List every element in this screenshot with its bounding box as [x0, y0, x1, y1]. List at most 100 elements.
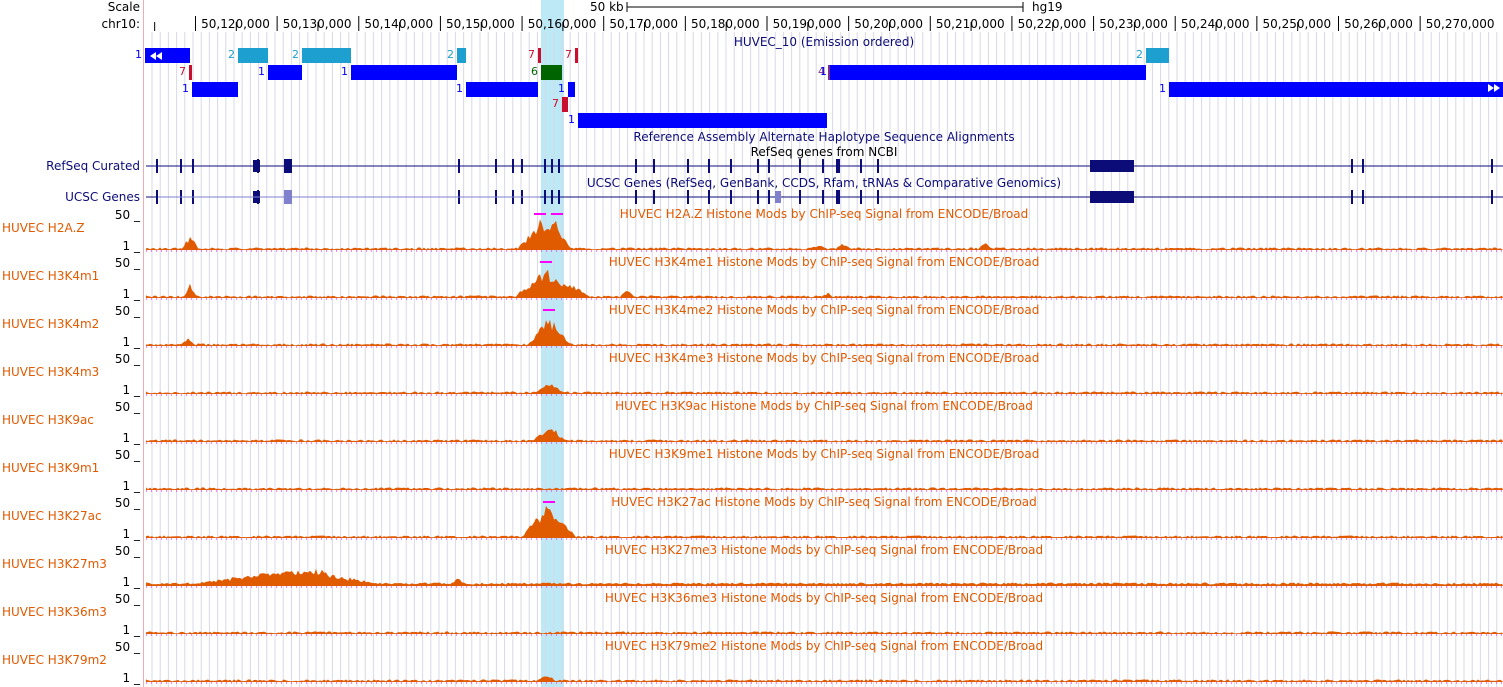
signal-track-title: HUVEC H3K27ac Histone Mods by ChIP-seq S…: [611, 495, 1037, 509]
signal-track-title: HUVEC H3K4me2 Histone Mods by ChIP-seq S…: [608, 303, 1040, 317]
signal-track-label[interactable]: HUVEC H3K36m3: [2, 605, 107, 619]
signal-track-max: 50 _: [114, 592, 140, 606]
signal-track-min: 1 _: [122, 383, 140, 397]
signal-track-label[interactable]: HUVEC H3K4m2: [2, 317, 100, 331]
gene-exon: [156, 190, 158, 204]
signal-track-label[interactable]: HUVEC H3K27ac: [2, 509, 102, 523]
gene-exon: [495, 159, 497, 173]
signal-area: [146, 568, 1503, 586]
chromhmm-state-1-block: [466, 82, 538, 97]
signal-track-title: HUVEC H3K9ac Histone Mods by ChIP-seq Si…: [615, 399, 1033, 413]
ruler-tick-label: 50,240,000: [1180, 17, 1250, 31]
ruler-tick-label: 50,120,000: [201, 17, 270, 31]
signal-track-label[interactable]: HUVEC H3K4m1: [2, 269, 100, 283]
gene-utr-block: [1090, 160, 1134, 172]
gene-exon: [180, 159, 182, 173]
signal-track-title: HUVEC H2A.Z Histone Mods by ChIP-seq Sig…: [619, 207, 1029, 221]
gene-exon: [687, 159, 689, 173]
chromhmm-state-2-block: [302, 48, 351, 63]
gene-exon: [768, 190, 770, 204]
gene-exon: [757, 159, 759, 173]
ruler-tick-label: 50,270,000: [1425, 17, 1495, 31]
ruler-tick-label: 50,230,000: [1099, 17, 1168, 31]
signal-track-max: 50 _: [114, 352, 140, 366]
signal-area: [146, 384, 1503, 394]
signal-track-label[interactable]: HUVEC H3K4m3: [2, 365, 100, 379]
gene-exon: [653, 159, 655, 173]
chromhmm-state-number: 1: [558, 82, 565, 95]
chromhmm-title: HUVEC_10 (Emission ordered): [733, 35, 915, 49]
ruler-tick-label: 50,260,000: [1344, 17, 1413, 31]
refseq-track-label[interactable]: RefSeq Curated: [46, 159, 140, 173]
chromhmm-state-number: 1: [456, 82, 463, 95]
signal-clip-marker: [551, 213, 563, 215]
chromhmm-state-1-block: [145, 48, 190, 63]
ucsc-track-label[interactable]: UCSC Genes: [65, 190, 140, 204]
chromhmm-state-number: 7: [179, 65, 186, 78]
chromhmm-state-1-block: [268, 65, 302, 80]
signal-track-title: HUVEC H3K36me3 Histone Mods by ChIP-seq …: [604, 591, 1044, 605]
label-divider: [143, 0, 144, 687]
chromhmm-state-number: 1: [135, 48, 142, 61]
gene-exon: [512, 159, 514, 173]
gene-exon: [860, 190, 862, 204]
gene-exon: [799, 159, 801, 173]
signal-area: [146, 505, 1503, 538]
signal-track-label[interactable]: HUVEC H3K9ac: [2, 413, 94, 427]
signal-track-max: 50 _: [114, 256, 140, 270]
ucsc-title: UCSC Genes (RefSeq, GenBank, CCDS, Rfam,…: [586, 176, 1062, 190]
signal-track-label[interactable]: HUVEC H3K9m1: [2, 461, 100, 475]
gene-exon: [558, 159, 560, 173]
gene-exon: [687, 190, 689, 204]
gene-exon: [822, 159, 824, 173]
gene-exon: [253, 160, 260, 172]
signal-track-title: HUVEC H3K4me3 Histone Mods by ChIP-seq S…: [608, 351, 1040, 365]
chromhmm-state-2-block: [238, 48, 268, 63]
ruler-tick-label: 50,200,000: [854, 17, 923, 31]
signal-track-label[interactable]: HUVEC H3K79m2: [2, 653, 107, 667]
ruler-tick-label: 50,220,000: [1017, 17, 1087, 31]
gene-exon: [708, 159, 710, 173]
chromhmm-state-number: 2: [1136, 48, 1143, 61]
signal-track-title: HUVEC H3K79me2 Histone Mods by ChIP-seq …: [604, 639, 1044, 653]
signal-area: [146, 676, 1503, 682]
chromhmm-state-number: 2: [447, 48, 454, 61]
scale-label: Scale: [107, 0, 140, 14]
ruler-tick-label: 50,150,000: [446, 17, 515, 31]
signal-track-title: HUVEC H3K27me3 Histone Mods by ChIP-seq …: [604, 543, 1044, 557]
gene-exon: [156, 159, 158, 173]
gene-exon: [635, 159, 637, 173]
gene-exon: [653, 190, 655, 204]
gene-exon: [1351, 159, 1353, 173]
signal-track-label[interactable]: HUVEC H3K27m3: [2, 557, 107, 571]
signal-track-min: 1 _: [122, 527, 140, 541]
chromhmm-state-1-block: [568, 82, 575, 97]
signal-track-label[interactable]: HUVEC H2A.Z: [2, 221, 85, 235]
chromhmm-state-number: 2: [292, 48, 299, 61]
alt-haplotype-title: Reference Assembly Alternate Haplotype S…: [633, 130, 1015, 144]
assembly-label: hg19: [1032, 0, 1063, 14]
chromhmm-state-number: 1: [258, 65, 265, 78]
gene-exon: [768, 159, 770, 173]
gene-exon: [521, 159, 523, 173]
ruler-tick-label: 50,140,000: [364, 17, 434, 31]
chromhmm-state-number: 7: [565, 48, 572, 61]
chromhmm-state-number: 6: [531, 65, 538, 78]
gene-exon: [860, 159, 862, 173]
chromhmm-state-4-block: [828, 65, 831, 80]
chromhmm-state-number: 1: [1159, 82, 1166, 95]
ruler-tick-label: 50,210,000: [935, 17, 1005, 31]
gene-exon: [1362, 190, 1364, 204]
gene-exon: [1491, 159, 1493, 173]
gene-exon: [757, 190, 759, 204]
ruler-tick-label: 50,250,000: [1262, 17, 1332, 31]
chromhmm-state-7-block: [562, 97, 568, 112]
ruler-tick-label: 50,170,000: [609, 17, 679, 31]
gene-exon: [544, 190, 546, 204]
chromhmm-state-number: 1: [820, 65, 827, 78]
chromhmm-state-7-block: [189, 65, 192, 80]
chromhmm-state-number: 1: [182, 82, 189, 95]
gene-exon: [192, 159, 194, 173]
